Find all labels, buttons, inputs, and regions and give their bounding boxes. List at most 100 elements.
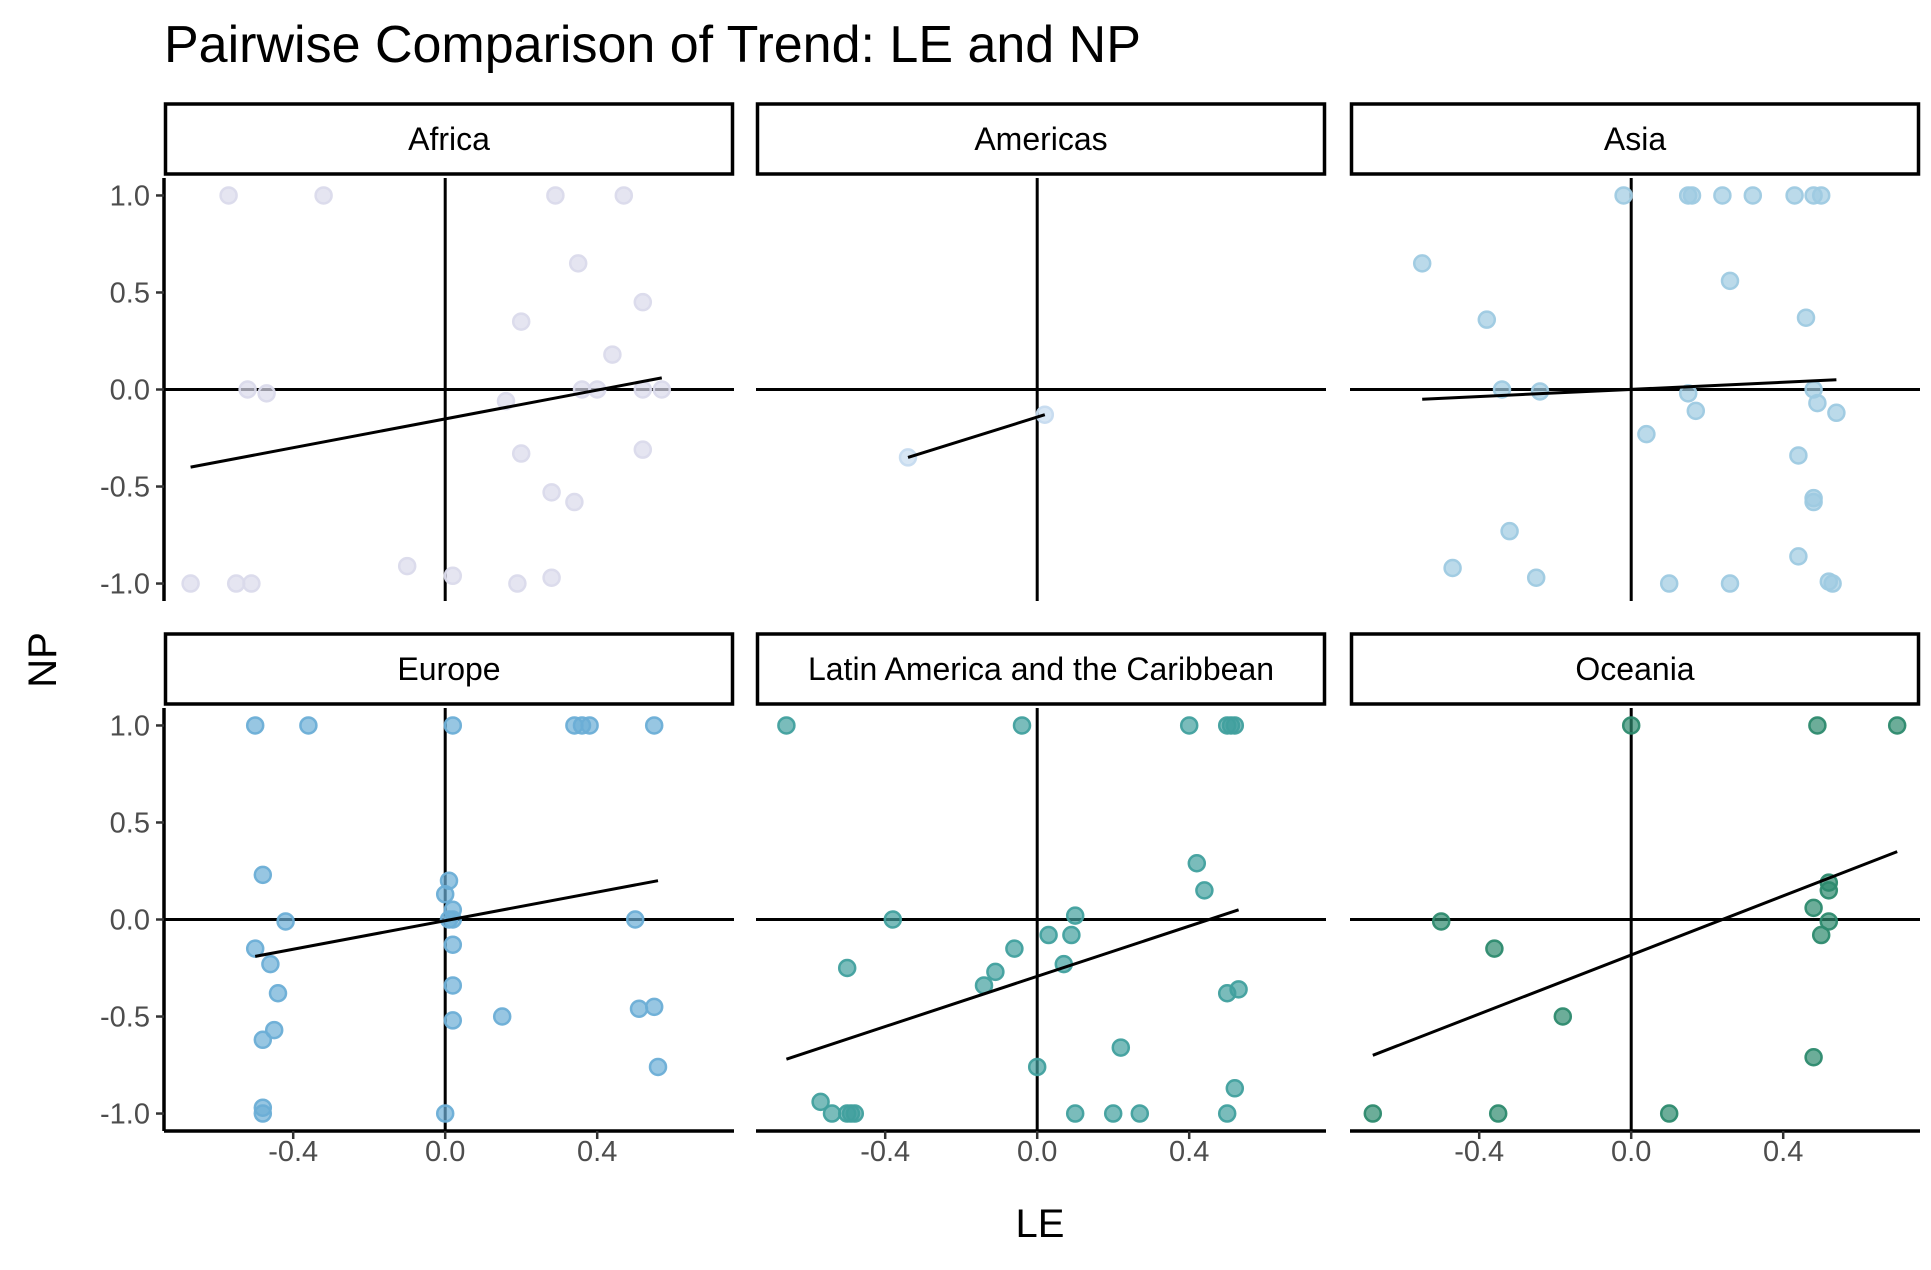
y-tick-label-europe-3: -0.5	[100, 1002, 150, 1034]
facets-group: Africa 1.0 0.5 0.0 -0.5 -1.0 Americas Asia Europ…	[100, 102, 1921, 1168]
data-point-africa-17	[542, 483, 561, 502]
data-point-latin-america-and-the-caribbean-20	[1027, 1057, 1047, 1077]
facet-label-asia: Asia	[1604, 121, 1666, 157]
data-point-asia-24	[1443, 558, 1462, 578]
data-point-asia-9	[1720, 271, 1740, 291]
data-point-africa-16	[633, 440, 653, 459]
data-point-asia-10	[1477, 310, 1497, 329]
data-point-oceania-6	[1431, 912, 1451, 931]
data-point-europe-29	[435, 1104, 455, 1123]
data-point-europe-24	[629, 999, 649, 1019]
x-tick-label-latin-america-and-the-caribbean-2: 0.4	[1169, 1136, 1209, 1168]
data-point-africa-22	[397, 556, 417, 576]
data-point-asia-8	[1412, 254, 1432, 273]
data-point-africa-9	[257, 384, 276, 403]
data-point-asia-19	[1637, 424, 1656, 444]
data-point-latin-america-and-the-caribbean-19	[1111, 1038, 1131, 1057]
data-point-asia-2	[1682, 186, 1702, 205]
data-point-oceania-12	[1363, 1104, 1383, 1123]
data-point-asia-23	[1500, 521, 1519, 541]
data-point-latin-america-and-the-caribbean-14	[986, 962, 1005, 982]
facet-latin-america-and-the-caribbean: Latin America and the Caribbean -0.4 0.0 0.…	[755, 632, 1327, 1168]
y-tick-label-europe-2: 0.0	[110, 905, 150, 937]
data-point-africa-13	[652, 380, 672, 399]
data-point-europe-25	[644, 997, 664, 1017]
data-point-latin-america-and-the-caribbean-6	[1187, 853, 1207, 873]
data-point-europe-28	[253, 1104, 273, 1123]
data-point-europe-18	[268, 983, 288, 1003]
data-point-oceania-4	[1819, 881, 1839, 900]
data-point-oceania-7	[1819, 912, 1839, 931]
data-point-oceania-13	[1488, 1104, 1508, 1123]
data-point-latin-america-and-the-caribbean-5	[1225, 716, 1245, 735]
y-axis-title: NP	[21, 632, 65, 688]
data-point-africa-3	[614, 186, 634, 205]
data-point-europe-20	[264, 1020, 284, 1040]
x-tick-label-oceania-0: -0.4	[1454, 1136, 1504, 1168]
data-point-oceania-14	[1659, 1104, 1679, 1123]
data-point-europe-9	[435, 885, 455, 904]
data-point-europe-23	[492, 1007, 512, 1026]
data-point-asia-26	[1659, 574, 1679, 593]
data-point-africa-23	[443, 566, 463, 586]
data-point-oceania-1	[1808, 716, 1827, 735]
data-point-latin-america-and-the-caribbean-28	[1130, 1104, 1150, 1123]
y-tick-label-africa-4: -1.0	[100, 569, 150, 601]
data-point-europe-1	[299, 716, 318, 735]
data-point-latin-america-and-the-caribbean-25	[845, 1104, 865, 1123]
data-point-europe-17	[443, 935, 463, 954]
data-point-latin-america-and-the-caribbean-26	[1065, 1104, 1085, 1123]
trend-line-americas	[907, 413, 1046, 459]
data-point-europe-14	[625, 910, 645, 929]
facet-strip-americas	[755, 102, 1327, 176]
data-point-oceania-9	[1485, 939, 1504, 958]
data-point-latin-america-and-the-caribbean-8	[883, 910, 903, 929]
data-point-latin-america-and-the-caribbean-22	[822, 1104, 842, 1123]
facet-strip-africa	[163, 102, 735, 176]
data-point-latin-america-and-the-caribbean-21	[811, 1092, 830, 1112]
data-point-latin-america-and-the-caribbean-29	[1217, 1104, 1237, 1123]
data-point-asia-13	[1530, 382, 1550, 401]
data-point-africa-2	[546, 186, 565, 205]
data-point-europe-22	[443, 1011, 463, 1030]
data-point-africa-21	[242, 574, 261, 593]
data-point-africa-7	[603, 345, 622, 364]
trend-line-latin-america-and-the-caribbean	[785, 908, 1240, 1061]
data-point-africa-20	[226, 574, 246, 593]
data-point-asia-11	[1796, 308, 1816, 327]
data-point-latin-america-and-the-caribbean-7	[1195, 881, 1214, 900]
facet-oceania: Oceania -0.4 0.0 0.4	[1349, 632, 1921, 1168]
data-point-oceania-8	[1811, 925, 1831, 945]
data-point-latin-america-and-the-caribbean-30	[1225, 1079, 1245, 1098]
facet-label-africa: Africa	[408, 121, 490, 157]
data-point-europe-16	[261, 954, 280, 974]
facet-strip-europe	[163, 632, 735, 706]
data-point-asia-4	[1743, 186, 1763, 205]
data-point-asia-22	[1804, 492, 1823, 512]
x-axis-title: LE	[1016, 1202, 1065, 1246]
data-point-africa-25	[542, 568, 561, 587]
data-point-latin-america-and-the-caribbean-10	[1039, 925, 1058, 945]
facet-europe: Europe 1.0 0.5 0.0 -0.5 -1.0 -0.4 0.0 0.4	[100, 632, 735, 1168]
data-point-latin-america-and-the-caribbean-13	[837, 958, 857, 978]
data-point-asia-3	[1713, 186, 1732, 205]
x-tick-label-oceania-1: 0.0	[1611, 1136, 1651, 1168]
data-point-asia-25	[1526, 568, 1546, 587]
data-point-africa-18	[565, 492, 584, 512]
data-point-oceania-5	[1804, 898, 1823, 918]
data-point-africa-0	[219, 186, 238, 205]
x-tick-label-latin-america-and-the-caribbean-0: -0.4	[860, 1136, 910, 1168]
y-tick-label-europe-1: 0.5	[110, 807, 150, 839]
data-point-asia-7	[1811, 186, 1831, 205]
facet-strip-oceania	[1349, 632, 1921, 706]
data-point-oceania-11	[1804, 1048, 1823, 1067]
data-point-latin-america-and-the-caribbean-27	[1103, 1104, 1123, 1123]
data-point-europe-5	[580, 716, 599, 735]
data-point-latin-america-and-the-caribbean-18	[1229, 980, 1248, 999]
data-point-europe-7	[253, 865, 273, 885]
data-point-africa-1	[314, 186, 333, 205]
facet-label-latin-america-and-the-caribbean: Latin America and the Caribbean	[808, 651, 1274, 687]
facet-asia: Asia	[1349, 102, 1921, 601]
data-point-oceania-2	[1887, 716, 1907, 735]
data-point-asia-15	[1686, 401, 1706, 421]
